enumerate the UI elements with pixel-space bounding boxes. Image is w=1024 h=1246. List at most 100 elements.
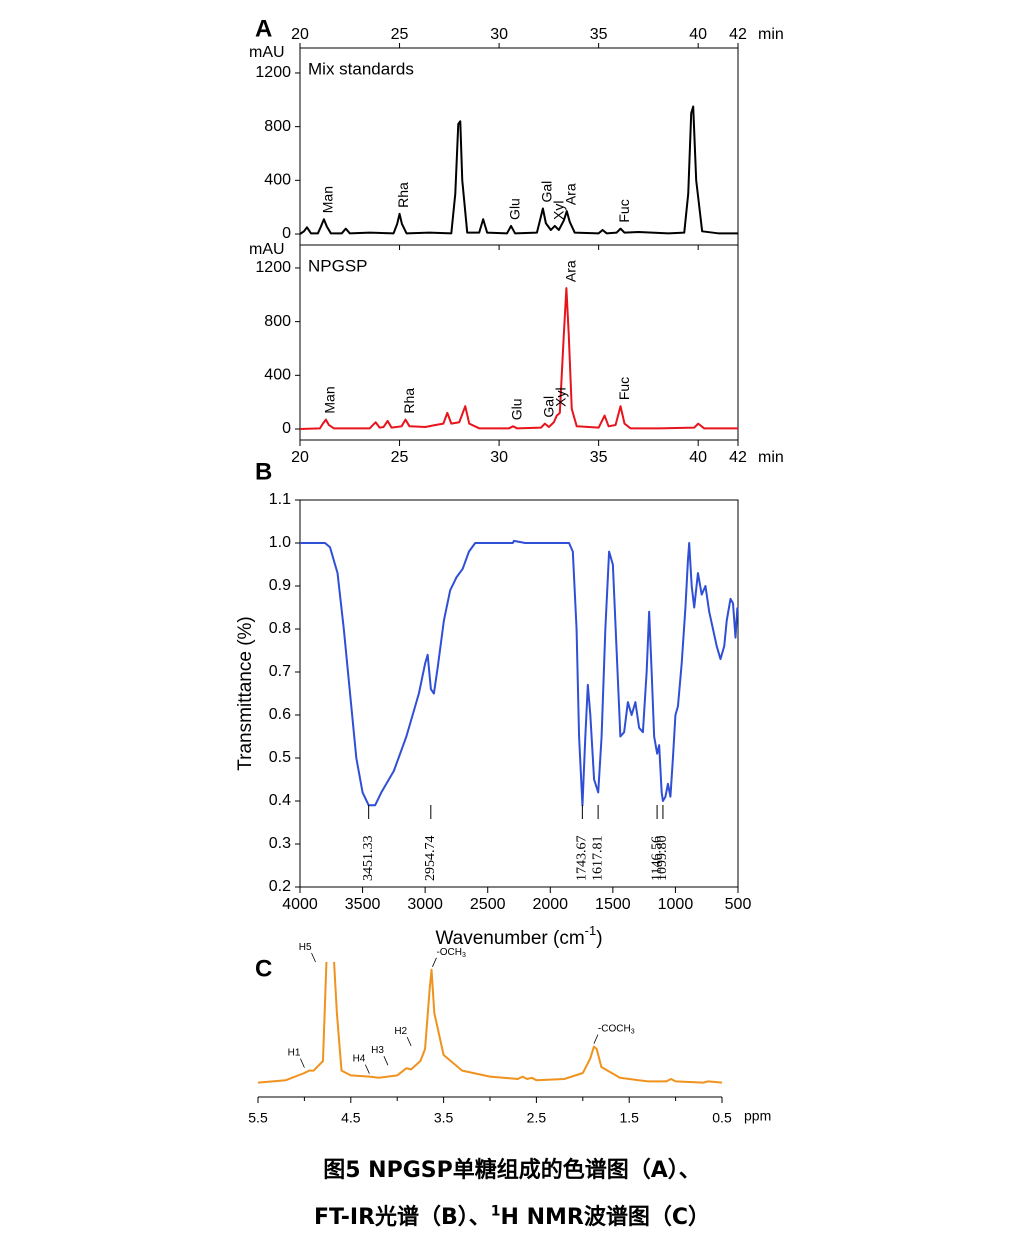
peak-label: Fuc <box>616 377 632 400</box>
y-tick-label: 0.3 <box>269 835 291 852</box>
peak-label: Xyl <box>553 387 569 406</box>
x-tick-label: 2000 <box>532 896 568 913</box>
peak-label: Fuc <box>616 199 632 222</box>
peak-label: 1743.67 <box>575 836 590 882</box>
x-axis-label-text: ) <box>596 928 602 949</box>
x-tick-label: 4000 <box>282 896 318 913</box>
caption-text: FT-IR光谱（B）、 <box>313 1205 491 1230</box>
peak-label: H3 <box>371 1045 384 1056</box>
panel-letter: C <box>255 955 272 982</box>
x-tick-label: 4.5 <box>341 1110 361 1126</box>
peak-label: Gal <box>539 181 555 203</box>
x-unit: ppm <box>744 1108 771 1124</box>
x-tick-label: 25 <box>391 26 409 43</box>
peak-label: H2 <box>394 1026 407 1037</box>
line-series <box>257 962 723 1084</box>
peak-label-leader <box>311 952 316 963</box>
peak-label-text: H1 <box>288 1047 301 1058</box>
line-series <box>299 105 738 235</box>
y-tick-label: 1.1 <box>269 491 291 508</box>
x-tick-label: 40 <box>689 449 707 466</box>
peak-label-sub: 3 <box>462 952 466 959</box>
x-tick-label: 2500 <box>470 896 506 913</box>
peak-label-leader <box>300 1058 305 1068</box>
line-series <box>299 287 738 430</box>
x-tick-label: 42 <box>729 26 747 43</box>
peak-label-leader <box>432 957 437 967</box>
x-tick-label: 40 <box>689 26 707 43</box>
x-tick-label: 500 <box>725 896 752 913</box>
peak-label: Rha <box>401 388 417 414</box>
peak-label: 1146.56 <box>649 836 664 881</box>
peak-label: 1099.80 <box>655 836 670 882</box>
x-tick-label: 1000 <box>658 896 694 913</box>
x-tick-label: 20 <box>291 26 309 43</box>
y-tick-label: 400 <box>264 367 291 384</box>
x-tick-label: 30 <box>490 26 508 43</box>
y-tick-label: 0.5 <box>269 749 291 766</box>
peak-label-leader <box>406 1036 412 1047</box>
x-tick-label: 5.5 <box>248 1110 268 1126</box>
caption-sup: 1 <box>490 1203 501 1220</box>
y-tick-label: 0.9 <box>269 577 291 594</box>
peak-label-text: H4 <box>353 1053 366 1064</box>
peak-label-text: -OCH <box>436 946 462 957</box>
series-label: Mix standards <box>308 59 414 78</box>
x-tick-label: 42 <box>729 449 747 466</box>
peak-label: -OCH3 <box>436 946 466 958</box>
x-tick-label: 3000 <box>407 896 443 913</box>
x-tick-label: 0.5 <box>712 1110 732 1126</box>
y-tick-label: 0.2 <box>269 878 291 895</box>
x-axis-label-text: Wavenumber (cm <box>435 928 584 949</box>
peak-label: H1 <box>288 1047 301 1058</box>
panel-letter: A <box>255 15 272 42</box>
peak-label-leader <box>383 1056 389 1066</box>
y-tick-label: 0 <box>282 420 291 437</box>
x-tick-label: 1500 <box>595 896 631 913</box>
y-tick-label: 1.0 <box>269 534 291 551</box>
x-unit: min <box>758 26 784 43</box>
y-unit: mAU <box>249 44 285 61</box>
peak-label: Ara <box>562 183 578 205</box>
peak-label-sub: 3 <box>631 1028 635 1035</box>
x-tick-label: 35 <box>590 449 608 466</box>
peak-label: Glu <box>509 399 525 421</box>
peak-label: Rha <box>395 182 411 208</box>
peak-label: Man <box>320 186 336 213</box>
peak-label: Gal <box>541 396 557 418</box>
y-tick-label: 800 <box>264 118 291 135</box>
x-axis-label: Wavenumber (cm-1) <box>435 923 602 949</box>
caption-text: H NMR波谱图（C） <box>500 1205 711 1230</box>
x-tick-label: 2.5 <box>527 1110 547 1126</box>
peak-label: Xyl <box>551 200 567 219</box>
line-series <box>300 539 739 807</box>
y-axis-label: Transmittance (%) <box>235 616 256 771</box>
x-tick-label: 30 <box>490 449 508 466</box>
peak-label: H5 <box>299 942 312 953</box>
y-tick-label: 1200 <box>255 259 291 276</box>
peak-label-leader <box>593 1034 599 1044</box>
x-tick-label: 3500 <box>345 896 381 913</box>
series-label: NPGSP <box>308 256 368 275</box>
y-tick-label: 400 <box>264 172 291 189</box>
y-unit: mAU <box>249 241 285 258</box>
peak-label: H4 <box>353 1053 366 1064</box>
x-tick-label: 3.5 <box>434 1110 454 1126</box>
y-tick-label: 800 <box>264 313 291 330</box>
x-unit: min <box>758 449 784 466</box>
y-tick-label: 0.4 <box>269 792 291 809</box>
x-axis-label-sup: -1 <box>585 923 597 938</box>
x-tick-label: 1.5 <box>619 1110 639 1126</box>
plot-frame <box>299 244 739 441</box>
y-tick-label: 0.7 <box>269 663 291 680</box>
peak-label: 1617.81 <box>590 836 605 882</box>
peak-label-text: -COCH <box>598 1023 631 1034</box>
x-tick-label: 35 <box>590 26 608 43</box>
peak-label: -COCH3 <box>598 1023 635 1035</box>
y-tick-label: 0.6 <box>269 706 291 723</box>
peak-label-text: H2 <box>394 1026 407 1037</box>
y-tick-label: 0.8 <box>269 620 291 637</box>
peak-label: 2954.74 <box>423 836 438 882</box>
